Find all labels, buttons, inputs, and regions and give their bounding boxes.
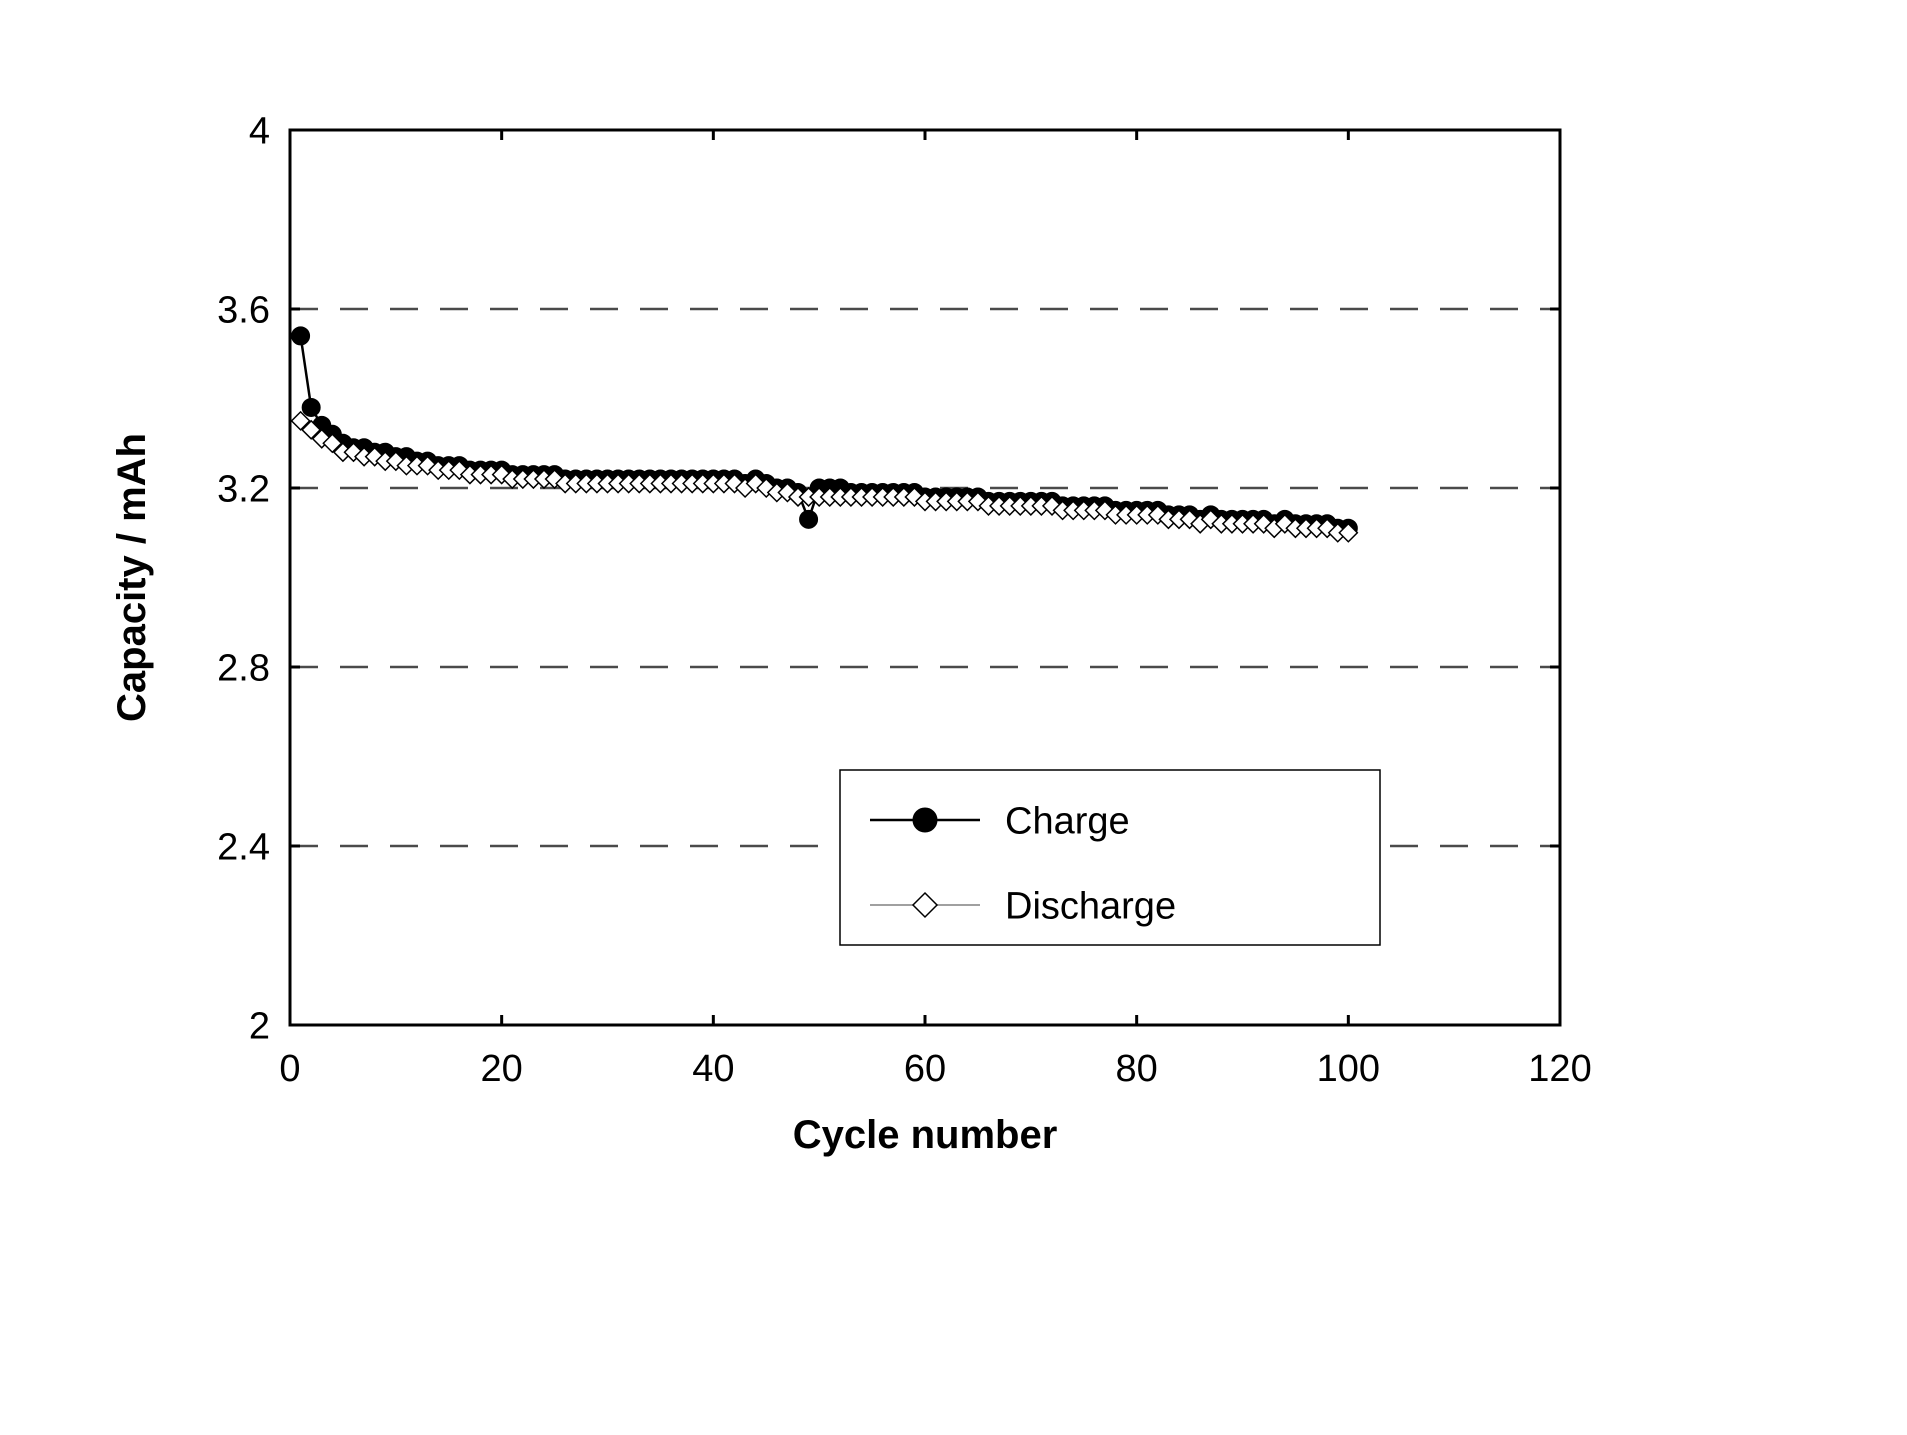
svg-text:3.6: 3.6: [217, 289, 270, 331]
svg-text:80: 80: [1116, 1048, 1158, 1090]
x-axis-label: Cycle number: [793, 1113, 1058, 1157]
svg-text:20: 20: [481, 1048, 523, 1090]
capacity-cycle-chart: 0 20 40 60 80 100 120 2 2.4 2.8 3.2 3.6 4 Cycle numbe…: [0, 0, 1907, 1435]
legend-label-charge: Charge: [1005, 800, 1130, 842]
svg-text:2: 2: [249, 1005, 270, 1047]
svg-text:0: 0: [279, 1048, 300, 1090]
svg-text:2.4: 2.4: [217, 826, 270, 868]
svg-text:120: 120: [1528, 1048, 1591, 1090]
y-axis-label: Capacity / mAh: [110, 433, 154, 722]
svg-text:4: 4: [249, 110, 270, 152]
legend-label-discharge: Discharge: [1005, 885, 1176, 927]
svg-text:3.2: 3.2: [217, 468, 270, 510]
svg-text:2.8: 2.8: [217, 647, 270, 689]
svg-text:100: 100: [1317, 1048, 1380, 1090]
svg-text:40: 40: [692, 1048, 734, 1090]
chart-container: 0 20 40 60 80 100 120 2 2.4 2.8 3.2 3.6 4 Cycle numbe…: [0, 0, 1907, 1435]
svg-text:60: 60: [904, 1048, 946, 1090]
